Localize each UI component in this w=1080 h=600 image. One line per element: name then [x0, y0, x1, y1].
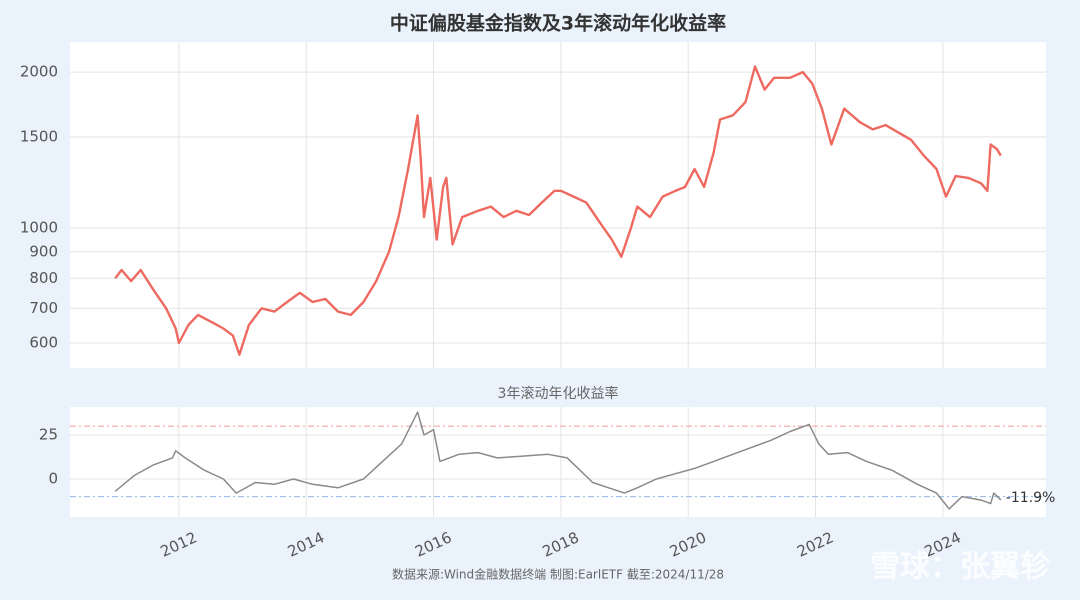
x-tick-label: 2020 [667, 528, 709, 560]
y-tick-label: 800 [29, 269, 58, 287]
x-tick-label: 2016 [412, 528, 454, 560]
watermark: 雪球：张翼轸 [870, 550, 1051, 585]
y-tick-label: 25 [39, 425, 58, 443]
data-line [114, 411, 1002, 510]
x-tick-label: 2022 [794, 528, 836, 560]
data-line [114, 65, 1002, 356]
plot-area [70, 42, 1046, 368]
plots: 600 700 800 900 1000 1500 2000 2012 2014 2016 2018… [20, 42, 1056, 561]
y-tick-label: 600 [29, 334, 58, 352]
x-tick-label: 2014 [285, 528, 327, 560]
x-tick-label: 2012 [158, 528, 200, 560]
y-tick-label: 900 [29, 242, 58, 260]
y-tick-label: 0 [48, 469, 58, 487]
chart-title: 中证偏股基金指数及3年滚动年化收益率 [390, 12, 726, 35]
y-tick-label: 700 [29, 299, 58, 317]
source-note: 数据来源:Wind金融数据终端 制图:EarlETF 截至:2024/11/28 [392, 567, 724, 582]
y-tick-label: 2000 [20, 63, 58, 81]
plot-area [70, 407, 1046, 517]
x-tick-label: 2018 [540, 528, 582, 560]
value-label: -11.9% [1006, 490, 1056, 506]
y-tick-label: 1000 [20, 219, 58, 237]
subplot-title: 3年滚动年化收益率 [498, 385, 619, 402]
y-tick-label: 1500 [20, 127, 58, 145]
